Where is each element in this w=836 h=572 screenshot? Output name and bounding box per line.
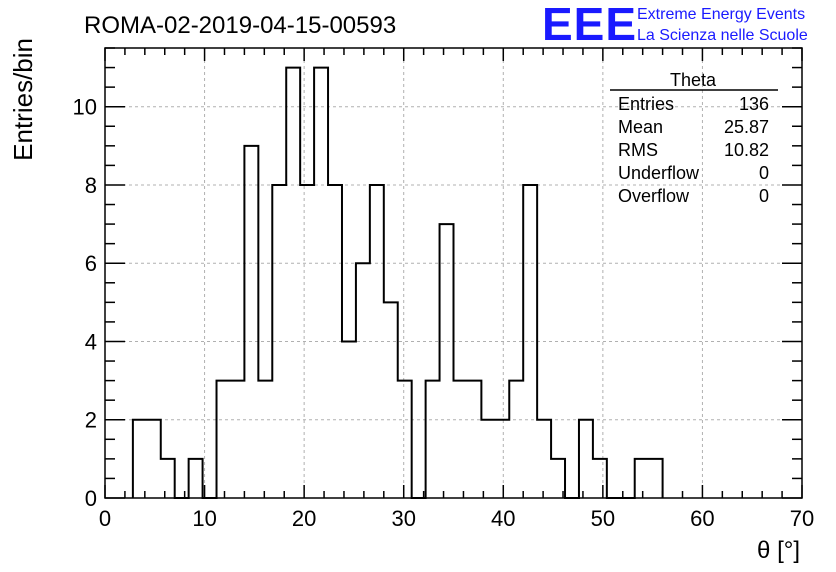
stats-rows: Entries 136 Mean 25.87 RMS 10.82 Underflow 0 Ove…	[618, 94, 769, 206]
stats-row-value: 25.87	[724, 117, 769, 137]
stats-row-value: 0	[759, 163, 769, 183]
x-tick-label: 70	[790, 506, 814, 531]
stats-row-value: 10.82	[724, 140, 769, 160]
histogram-line	[131, 66, 664, 499]
stats-row-label: Mean	[618, 117, 663, 137]
stats-row-value: 136	[739, 94, 769, 114]
stats-row-label: RMS	[618, 140, 658, 160]
stats-row-label: Entries	[618, 94, 674, 114]
x-tick-label: 20	[292, 506, 316, 531]
y-axis-title: Entries/bin	[8, 38, 38, 161]
x-tick-label: 40	[491, 506, 515, 531]
x-tick-labels: 0 10 20 30 40 50 60 70	[99, 506, 814, 531]
x-tick-label: 10	[192, 506, 216, 531]
org-name-line2: La Scienza nelle Scuole	[637, 27, 808, 44]
plot-frame	[104, 47, 803, 499]
org-name-line1: Extreme Energy Events	[637, 6, 805, 23]
y-tick-labels: 0 2 4 6 8 10	[73, 95, 97, 511]
stats-box: Theta Entries 136 Mean 25.87 RMS 10.82 Underfl…	[610, 70, 778, 206]
x-tick-label: 30	[391, 506, 415, 531]
stats-row-label: Underflow	[618, 163, 700, 183]
x-tick-label: 0	[99, 506, 111, 531]
y-tick-label: 10	[73, 95, 97, 120]
eee-logo: EEE	[542, 0, 637, 50]
x-axis-title: θ [°]	[757, 537, 800, 564]
run-title: ROMA-02-2019-04-15-00593	[84, 12, 396, 39]
x-tick-label: 50	[591, 506, 615, 531]
axis-ticks	[104, 47, 803, 499]
grid-lines	[105, 48, 802, 498]
y-tick-label: 2	[85, 408, 97, 433]
y-tick-label: 0	[85, 486, 97, 511]
y-tick-label: 6	[85, 251, 97, 276]
stats-row-label: Overflow	[618, 186, 690, 206]
x-tick-label: 60	[690, 506, 714, 531]
stats-title: Theta	[670, 70, 717, 90]
stats-row-value: 0	[759, 186, 769, 206]
y-tick-label: 8	[85, 173, 97, 198]
y-tick-label: 4	[85, 329, 97, 354]
